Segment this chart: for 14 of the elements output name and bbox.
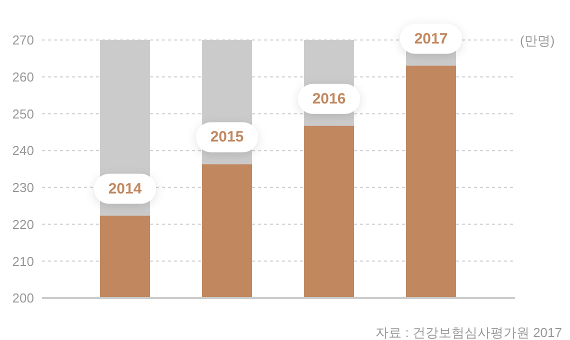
x-tick-label: 2015 [210,128,244,146]
y-tick-label: 200 [12,290,34,306]
y-axis-title: (만명) [520,32,555,50]
y-tick-label: 230 [12,180,34,196]
x-tick-label: 2017 [414,30,448,48]
text: 자료 : 건강보험심사평가원 2017 [376,324,562,340]
x-tick-label: 2016 [312,90,346,108]
y-tick-label: 210 [12,254,34,269]
y-tick-label: 220 [12,216,34,232]
y-tick-label: 240 [12,143,34,158]
y-tick-label: 260 [12,69,34,84]
x-tick-label: 2014 [108,180,142,198]
y-tick-label: 270 [12,32,34,48]
y-tick-label: 250 [12,106,34,122]
